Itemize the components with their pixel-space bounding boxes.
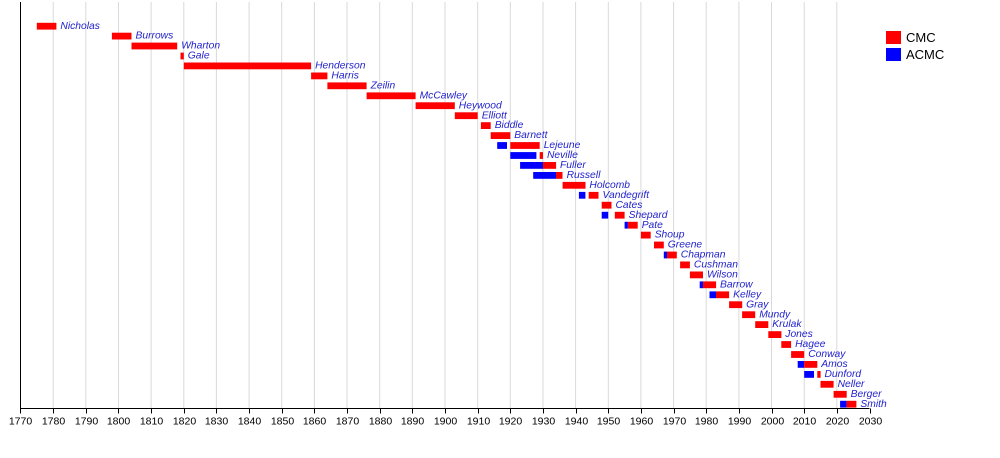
- svg-text:1810: 1810: [140, 416, 164, 428]
- svg-text:ACMC: ACMC: [906, 47, 944, 62]
- svg-text:1820: 1820: [173, 416, 197, 428]
- svg-text:1960: 1960: [630, 416, 654, 428]
- svg-text:1850: 1850: [271, 416, 295, 428]
- svg-text:1930: 1930: [532, 416, 556, 428]
- svg-text:Nicholas: Nicholas: [60, 21, 100, 32]
- svg-text:2010: 2010: [793, 416, 817, 428]
- svg-text:1890: 1890: [401, 416, 425, 428]
- svg-text:2020: 2020: [826, 416, 850, 428]
- svg-text:1980: 1980: [695, 416, 719, 428]
- svg-text:1990: 1990: [728, 416, 752, 428]
- svg-text:2000: 2000: [761, 416, 785, 428]
- svg-text:1880: 1880: [369, 416, 393, 428]
- svg-text:1800: 1800: [107, 416, 131, 428]
- svg-text:1950: 1950: [597, 416, 621, 428]
- svg-text:1780: 1780: [42, 416, 66, 428]
- svg-text:1770: 1770: [9, 416, 33, 428]
- svg-text:1900: 1900: [434, 416, 458, 428]
- svg-text:Harris: Harris: [331, 71, 358, 82]
- svg-text:1970: 1970: [663, 416, 687, 428]
- svg-text:1860: 1860: [303, 416, 327, 428]
- svg-text:1840: 1840: [238, 416, 262, 428]
- svg-text:CMC: CMC: [906, 30, 936, 45]
- svg-text:1940: 1940: [565, 416, 589, 428]
- svg-text:1870: 1870: [336, 416, 360, 428]
- svg-text:Burrows: Burrows: [136, 31, 174, 42]
- svg-text:1920: 1920: [499, 416, 523, 428]
- svg-text:1910: 1910: [467, 416, 491, 428]
- svg-text:Zeilin: Zeilin: [370, 80, 396, 91]
- svg-text:Gale: Gale: [188, 51, 210, 62]
- svg-text:1830: 1830: [205, 416, 229, 428]
- svg-text:2030: 2030: [859, 416, 883, 428]
- svg-text:1790: 1790: [75, 416, 99, 428]
